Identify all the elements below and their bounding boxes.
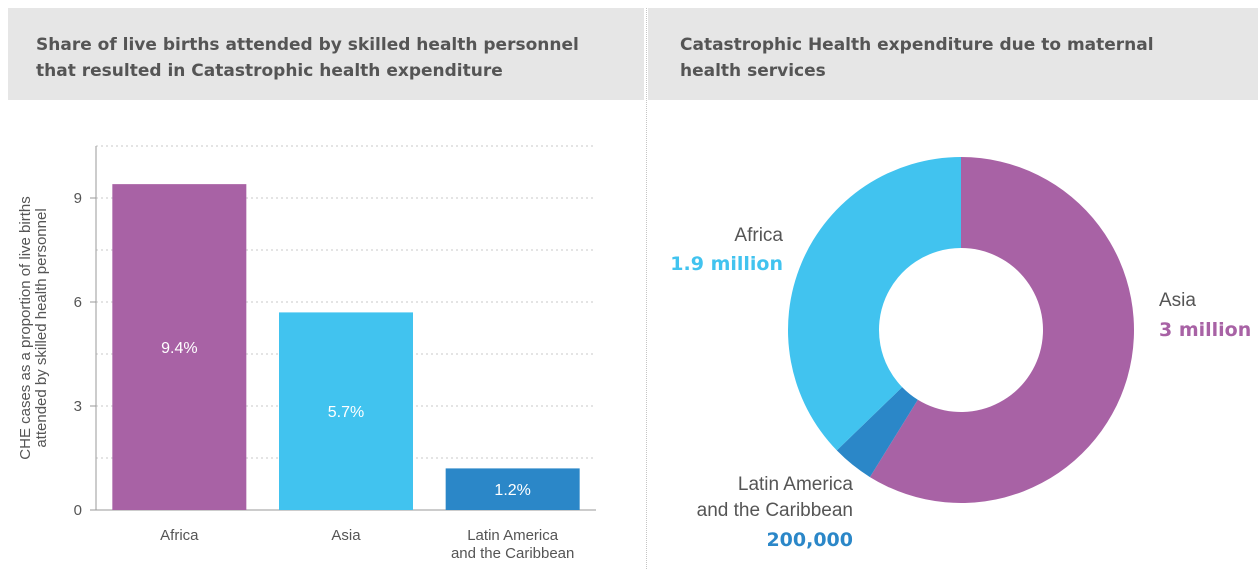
bar [279,312,413,510]
bar [112,184,247,510]
y-axis-label: attended by skilled health personnel [33,208,50,447]
y-tick-label: 0 [74,502,82,519]
bar-chart-title-line2: that resulted in Catastrophic health exp… [36,61,503,81]
slice-label-name: Africa [734,225,783,246]
donut-slice [869,157,1134,504]
slice-label-value: 200,000 [766,529,853,551]
bar-data-label: 5.7% [328,404,364,421]
donut-slice [836,387,918,478]
donut-chart-header: Catastrophic Health expenditure due to m… [648,8,1258,100]
y-axis-label: CHE cases as a proportion of live births [17,196,34,459]
x-category-label: Asia [331,527,361,544]
y-tick-label: 6 [74,294,82,311]
bar-data-label: 9.4% [161,340,197,357]
y-tick-label: 9 [74,190,82,207]
slice-label-name: and the Caribbean [697,500,853,521]
panel-divider [646,8,647,569]
x-category-label: and the Caribbean [451,545,574,562]
bar-chart: 0 3 6 9 CHE cases as a proportion of live bi… [17,145,596,562]
y-tick-label: 3 [74,398,82,415]
donut-slice [787,157,961,451]
bar-data-label: 1.2% [494,482,530,499]
slice-label-name: Latin America [738,474,854,495]
donut-chart-title-line1: Catastrophic Health expenditure due to m… [680,35,1154,55]
slice-label-name: Asia [1159,290,1196,311]
donut-chart-title-line2: health services [680,61,826,81]
x-category-label: Latin America [467,527,559,544]
bar-chart-title-line1: Share of live births attended by skilled… [36,35,579,55]
slice-label-value: 1.9 million [670,253,783,275]
x-category-label: Africa [160,527,199,544]
bar [445,468,580,510]
bar-chart-header: Share of live births attended by skilled… [8,8,644,100]
slice-label-value: 3 million [1159,319,1251,341]
